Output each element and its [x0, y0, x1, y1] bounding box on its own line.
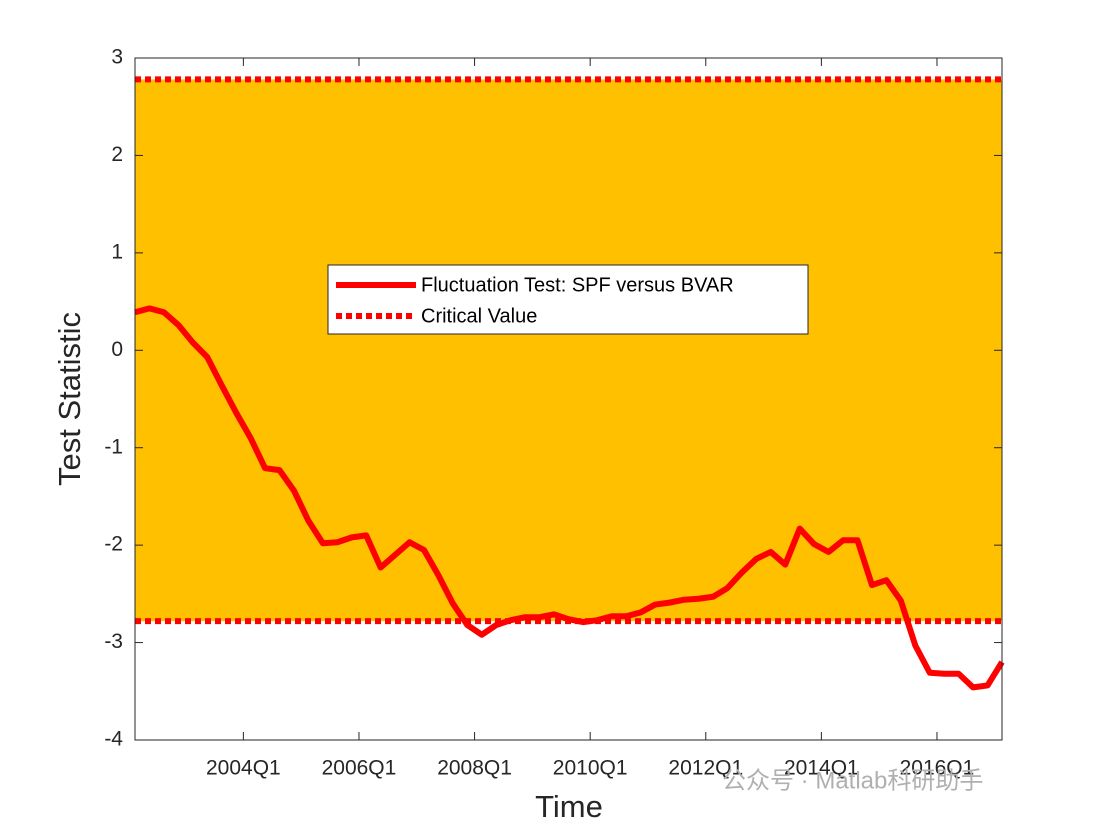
y-tick-label: -1	[104, 435, 123, 458]
y-tick-label: -3	[104, 630, 123, 653]
band	[135, 79, 1002, 622]
y-tick-label: 2	[111, 143, 123, 166]
x-tick-label: 2006Q1	[322, 757, 397, 780]
y-tick-label: 0	[111, 338, 123, 361]
x-tick-label: 2014Q1	[784, 757, 859, 780]
x-tick-label: 2008Q1	[437, 757, 512, 780]
legend-label: Fluctuation Test: SPF versus BVAR	[421, 274, 734, 296]
x-tick-label: 2004Q1	[206, 757, 281, 780]
y-tick-label: 1	[111, 240, 123, 263]
legend-box	[327, 264, 809, 335]
x-axis-label: Time	[535, 789, 603, 824]
y-tick-label: -2	[104, 533, 123, 556]
y-tick-label: 3	[111, 46, 123, 69]
axes-box	[134, 57, 1003, 741]
series-line	[134, 305, 1005, 691]
watermark: 公众号 · Matlab科研助手	[722, 767, 983, 794]
x-tick-label: 2012Q1	[668, 757, 743, 780]
y-tick-label: -4	[104, 728, 123, 751]
x-tick-label: 2010Q1	[553, 757, 628, 780]
y-axis-label: Test Statistic	[52, 312, 87, 486]
x-tick-label: 2016Q1	[900, 757, 975, 780]
legend-label: Critical Value	[421, 305, 537, 327]
